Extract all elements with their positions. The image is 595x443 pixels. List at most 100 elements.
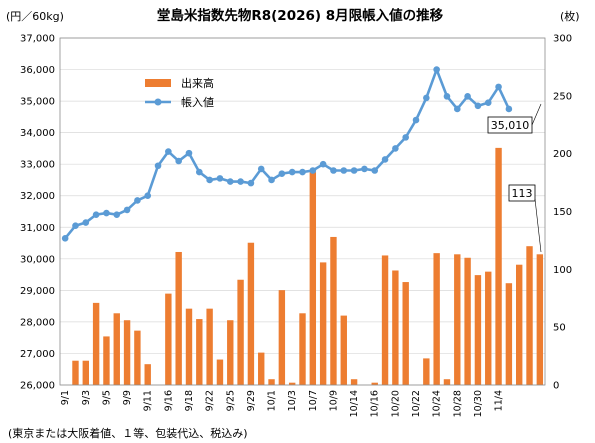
settlement-point (206, 176, 213, 184)
volume-bar (72, 360, 79, 385)
volume-bar (278, 290, 286, 385)
volume-bar (288, 382, 296, 385)
callout-settlement: 35,010 (487, 103, 542, 134)
left-axis-unit: (円／60kg) (6, 10, 64, 23)
right-tick-label: 50 (553, 323, 566, 334)
x-tick-label: 9/22 (205, 390, 216, 411)
settlement-point (268, 176, 275, 184)
x-tick-label: 9/29 (246, 390, 257, 411)
x-tick-label: 10/14 (349, 390, 360, 417)
volume-bar (175, 251, 182, 385)
volume-bar (165, 293, 172, 385)
right-tick-label: 200 (553, 149, 572, 160)
settlement-point (288, 168, 296, 176)
legend-volume-label: 出来高 (181, 76, 214, 90)
settlement-point (175, 157, 182, 165)
left-tick-label: 32,000 (20, 191, 55, 202)
settlement-point (495, 83, 502, 91)
settlement-point (484, 99, 492, 106)
right-tick-label: 0 (553, 381, 559, 392)
legend-settlement-label: 帳入値 (181, 95, 214, 109)
settlement-point (92, 211, 100, 218)
settlement-point (154, 162, 162, 170)
callout-volume-box (508, 184, 536, 202)
volume-bar (113, 313, 120, 385)
volume-bar (227, 320, 234, 385)
settlement-point (237, 178, 244, 185)
x-axis-ticks: 9/1 9/3 9/5 9/9 9/11 9/16 9/18 9/22 9/25 9/29 10/1… (60, 390, 504, 417)
settlement-point (443, 93, 451, 100)
x-tick-label: 10/22 (411, 390, 422, 417)
x-tick-label: 9/9 (122, 390, 133, 405)
x-tick-label: 9/18 (184, 390, 195, 411)
x-tick-label: 9/25 (225, 390, 236, 411)
right-axis-unit: (枚) (560, 9, 580, 23)
plot-frame (59, 37, 546, 386)
right-tick-label: 100 (553, 265, 572, 276)
chart-title: 堂島米指数先物R8(2026) 8月限帳入値の推移 (157, 7, 444, 24)
volume-bar (216, 359, 224, 385)
settlement-point (330, 167, 337, 174)
right-tick-label: 300 (553, 34, 572, 45)
settlement-point (350, 167, 358, 174)
x-tick-label: 9/5 (101, 390, 112, 405)
settlement-point (123, 206, 131, 214)
volume-bar (505, 283, 513, 385)
legend-volume-swatch (145, 79, 171, 87)
volume-bar (423, 358, 430, 385)
legend: 出来高 帳入値 (145, 76, 214, 109)
volume-bar (268, 379, 275, 385)
x-tick-label: 11/4 (494, 390, 505, 411)
x-tick-label: 9/11 (143, 390, 154, 411)
volume-bar (340, 315, 347, 385)
settlement-point (134, 197, 141, 204)
volume-bar (464, 257, 471, 385)
settlement-point (299, 168, 306, 176)
left-tick-label: 31,000 (20, 223, 55, 234)
left-tick-label: 30,000 (20, 254, 55, 265)
settlement-point (402, 134, 409, 141)
settlement-point (340, 167, 348, 174)
volume-bar (237, 279, 244, 385)
settlement-line (61, 66, 513, 242)
settlement-point (423, 94, 430, 102)
volume-bar (92, 302, 100, 385)
volume-bar (144, 364, 151, 385)
settlement-point (453, 105, 461, 113)
volume-bar (381, 255, 389, 385)
left-tick-label: 33,000 (20, 160, 55, 171)
settlement-point (72, 222, 79, 229)
footnote: (東京または大阪着値、１等、包装代込、税込み) (8, 426, 248, 440)
settlement-point (474, 102, 482, 110)
volume-bar (103, 336, 110, 385)
settlement-point (61, 235, 69, 242)
settlement-point (319, 160, 327, 168)
right-tick-label: 150 (553, 207, 572, 218)
volume-bar (123, 320, 131, 385)
volume-bar (485, 271, 492, 385)
x-tick-label: 10/24 (432, 390, 443, 417)
volume-bar (350, 379, 358, 385)
settlement-point (412, 116, 420, 124)
volume-bar (536, 254, 544, 385)
volume-bar (309, 172, 317, 385)
volume-bar (206, 308, 213, 385)
left-tick-label: 36,000 (20, 65, 55, 76)
volume-bar (134, 330, 141, 385)
settlement-point (371, 167, 379, 174)
volume-bar (185, 308, 193, 385)
settlement-point (216, 175, 224, 182)
volume-bar (474, 275, 482, 385)
settlement-point (165, 148, 172, 155)
settlement-point (433, 66, 440, 73)
settlement-point (505, 105, 513, 113)
volume-bar (495, 147, 502, 385)
volume-bar (299, 313, 306, 385)
left-tick-label: 26,000 (20, 381, 55, 392)
volume-bar (516, 264, 523, 385)
x-tick-label: 10/3 (287, 390, 298, 411)
settlement-point (464, 93, 471, 100)
callout-volume-text: 113 (512, 187, 533, 200)
callout-volume-leader (534, 198, 542, 253)
volume-bars (72, 147, 544, 385)
